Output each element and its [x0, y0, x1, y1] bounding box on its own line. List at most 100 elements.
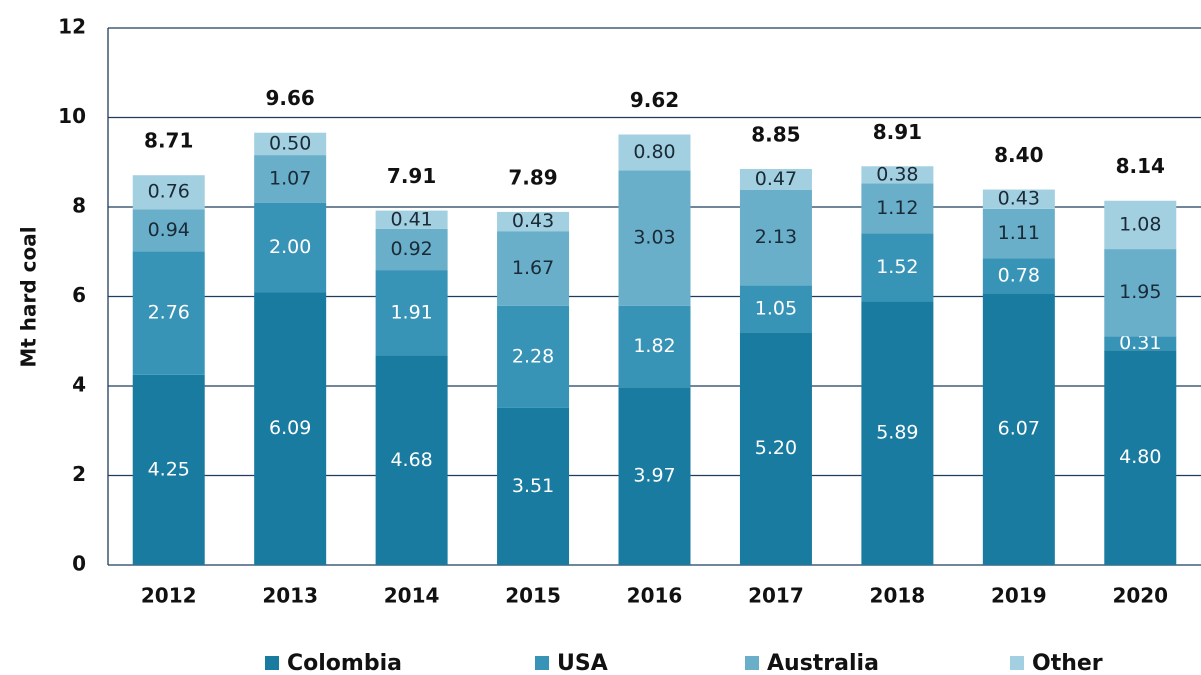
x-tick-label: 2020 [1112, 584, 1168, 608]
total-label: 8.91 [873, 120, 922, 144]
bar-segment [618, 170, 691, 306]
value-label: 1.82 [633, 335, 675, 357]
value-label: 1.11 [998, 222, 1040, 244]
x-tick-label: 2014 [384, 584, 440, 608]
y-tick-label: 6 [72, 283, 86, 307]
value-label: 1.12 [876, 197, 918, 219]
value-label: 2.13 [755, 226, 797, 248]
value-label: 0.31 [1119, 332, 1161, 354]
bar-segment [254, 202, 327, 293]
value-label: 6.07 [998, 418, 1040, 440]
bar-segment [982, 189, 1055, 209]
bar-segment [497, 407, 570, 565]
value-label: 6.09 [269, 417, 311, 439]
y-tick-label: 2 [72, 462, 86, 486]
value-label: 4.25 [148, 458, 190, 480]
bar-segment [861, 301, 934, 565]
value-label: 5.20 [755, 437, 797, 459]
bar-segment [861, 233, 934, 302]
x-tick-label: 2013 [262, 584, 318, 608]
bar-segment [132, 374, 205, 565]
x-tick-label: 2017 [748, 584, 804, 608]
bar-segment [132, 175, 205, 210]
value-label: 0.76 [148, 181, 190, 203]
value-label: 0.78 [998, 264, 1040, 286]
bar-segment [739, 189, 812, 286]
total-label: 8.85 [751, 122, 800, 146]
total-label: 7.89 [508, 165, 557, 189]
legend-swatch [1010, 656, 1024, 670]
bar-segment [132, 251, 205, 375]
bar-segment [861, 183, 934, 234]
bar-segment [982, 208, 1055, 259]
bar-segment [982, 293, 1055, 565]
total-label: 9.66 [265, 86, 314, 110]
x-tick-label: 2016 [627, 584, 683, 608]
value-label: 2.00 [269, 236, 311, 258]
bar-segment [1104, 249, 1177, 337]
total-label: 7.91 [387, 164, 436, 188]
bar-segment [739, 285, 812, 333]
legend-swatch [535, 656, 549, 670]
value-label: 3.51 [512, 475, 554, 497]
bar-segment [375, 228, 448, 271]
total-label: 8.14 [1116, 154, 1165, 178]
total-label: 8.71 [144, 129, 193, 153]
value-label: 0.50 [269, 132, 311, 154]
value-label: 3.03 [633, 227, 675, 249]
y-axis-label: Mt hard coal [17, 226, 41, 367]
legend-label: USA [557, 651, 608, 675]
bar-segment [497, 231, 570, 306]
bar-segment [254, 132, 327, 156]
bar-segment [254, 292, 327, 565]
value-label: 1.07 [269, 168, 311, 190]
y-tick-label: 8 [72, 194, 86, 218]
total-label: 9.62 [630, 88, 679, 112]
value-label: 2.28 [512, 345, 554, 367]
legend-label: Colombia [287, 651, 402, 675]
bar-segment [132, 209, 205, 252]
value-label: 0.38 [876, 163, 918, 185]
bar-segment [1104, 200, 1177, 250]
bar-segment [497, 211, 570, 232]
bar-segment [375, 355, 448, 565]
value-label: 0.43 [512, 210, 554, 232]
y-tick-label: 10 [58, 104, 86, 128]
x-tick-label: 2012 [141, 584, 197, 608]
legend-swatch [745, 656, 759, 670]
bar-segment [618, 387, 691, 565]
value-label: 0.43 [998, 188, 1040, 210]
y-tick-label: 12 [58, 15, 86, 39]
value-label: 0.94 [148, 219, 190, 241]
value-label: 0.80 [633, 141, 675, 163]
legend-swatch [265, 656, 279, 670]
value-label: 1.08 [1119, 213, 1161, 235]
value-label: 0.47 [755, 168, 797, 190]
bar-segment [618, 305, 691, 388]
bar-segment [1104, 336, 1177, 351]
value-label: 4.68 [390, 449, 432, 471]
legend-label: Other [1032, 651, 1103, 675]
bar-segment [375, 270, 448, 356]
value-label: 0.41 [390, 208, 432, 230]
bar-segment [739, 332, 812, 565]
x-tick-label: 2015 [505, 584, 561, 608]
value-label: 2.76 [148, 302, 190, 324]
value-label: 1.67 [512, 257, 554, 279]
x-tick-label: 2018 [870, 584, 926, 608]
value-label: 5.89 [876, 422, 918, 444]
value-label: 1.95 [1119, 281, 1161, 303]
total-label: 8.40 [994, 143, 1043, 167]
bar-segment [861, 166, 934, 184]
value-label: 1.05 [755, 297, 797, 319]
y-tick-label: 4 [72, 373, 86, 397]
value-label: 3.97 [633, 465, 675, 487]
bar-segment [375, 210, 448, 229]
bar-segment [739, 168, 812, 190]
bar-segment [254, 155, 327, 203]
value-label: 0.92 [390, 238, 432, 260]
bar-segment [618, 134, 691, 171]
bar-segment [982, 258, 1055, 294]
x-tick-label: 2019 [991, 584, 1047, 608]
